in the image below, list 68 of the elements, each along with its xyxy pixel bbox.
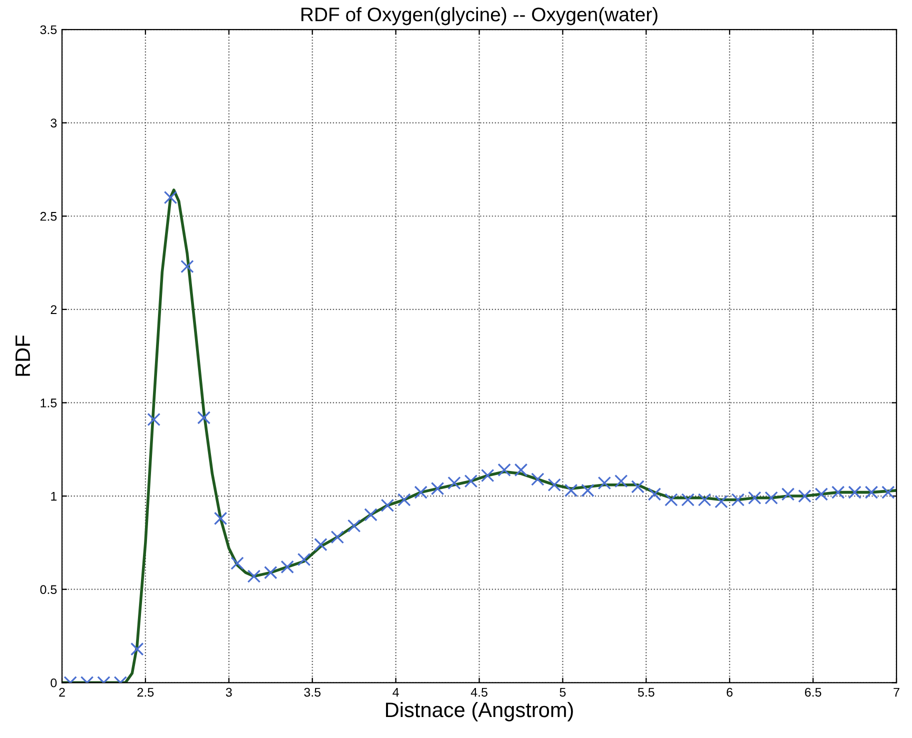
point (164, 190, 178, 204)
chart-title: RDF of Oxygen(glycine) -- Oxygen(water) (301, 7, 658, 26)
point (764, 491, 778, 505)
point (264, 566, 278, 580)
point (564, 484, 578, 498)
point (480, 468, 494, 482)
y-tick-label: 0.5 (40, 585, 57, 594)
point (247, 570, 261, 583)
point (464, 474, 478, 488)
x-tick-label: 2.5 (137, 688, 154, 697)
point (681, 493, 695, 506)
point (347, 519, 361, 533)
point (414, 486, 428, 499)
point (197, 411, 211, 424)
point (748, 491, 762, 505)
point (531, 472, 544, 486)
y-tick-label: 1.5 (40, 398, 57, 408)
x-axis-title: Distnace (Angstrom) (386, 702, 573, 722)
point (498, 463, 511, 477)
point (581, 484, 594, 498)
point (514, 463, 528, 477)
y-tick-label: 2 (50, 305, 57, 314)
x-tick-label: 2 (59, 688, 65, 697)
point (130, 642, 144, 656)
point (882, 486, 895, 499)
x-tick-label: 4.5 (470, 688, 488, 697)
y-axis-title: RDF (16, 336, 30, 376)
point (214, 512, 228, 526)
x-tick-label: 5.5 (638, 688, 654, 697)
x-tick-label: 5 (560, 688, 566, 697)
point (598, 476, 612, 490)
point (280, 560, 294, 574)
y-tick-label: 1 (51, 492, 57, 501)
point (631, 480, 644, 494)
point (714, 494, 728, 508)
point (330, 530, 344, 544)
point (297, 552, 311, 566)
y-tick-label: 2.5 (40, 212, 57, 221)
point (731, 493, 745, 506)
point (548, 478, 562, 492)
point (614, 474, 628, 488)
x-tick-label: 3.5 (304, 688, 321, 697)
x-tick-label: 7 (894, 688, 900, 697)
point (314, 538, 328, 552)
x-tick-label: 6 (726, 688, 733, 697)
point (364, 508, 378, 522)
point (147, 412, 160, 426)
point (814, 488, 828, 501)
point (781, 488, 795, 501)
x-tick-label: 3 (226, 688, 232, 697)
point (848, 486, 862, 499)
point (398, 493, 411, 506)
point (798, 489, 812, 503)
point (648, 488, 662, 501)
point (664, 493, 678, 506)
y-tick-label: 3.5 (40, 25, 57, 34)
point (230, 556, 244, 570)
x-tick-label: 6.5 (804, 688, 822, 697)
point (698, 493, 712, 506)
point (430, 482, 444, 496)
point (380, 498, 394, 512)
point (448, 476, 461, 490)
point (864, 486, 878, 499)
point (180, 260, 194, 274)
point (831, 486, 845, 499)
y-tick-label: 3 (50, 118, 57, 128)
x-tick-label: 4 (392, 688, 399, 697)
y-tick-label: 0 (50, 678, 57, 688)
